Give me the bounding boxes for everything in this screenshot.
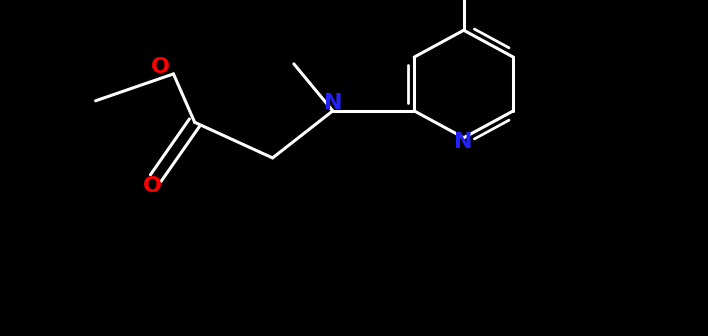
Text: O: O (143, 176, 161, 196)
Text: N: N (455, 132, 473, 153)
Text: N: N (324, 93, 342, 113)
Text: O: O (152, 57, 170, 77)
